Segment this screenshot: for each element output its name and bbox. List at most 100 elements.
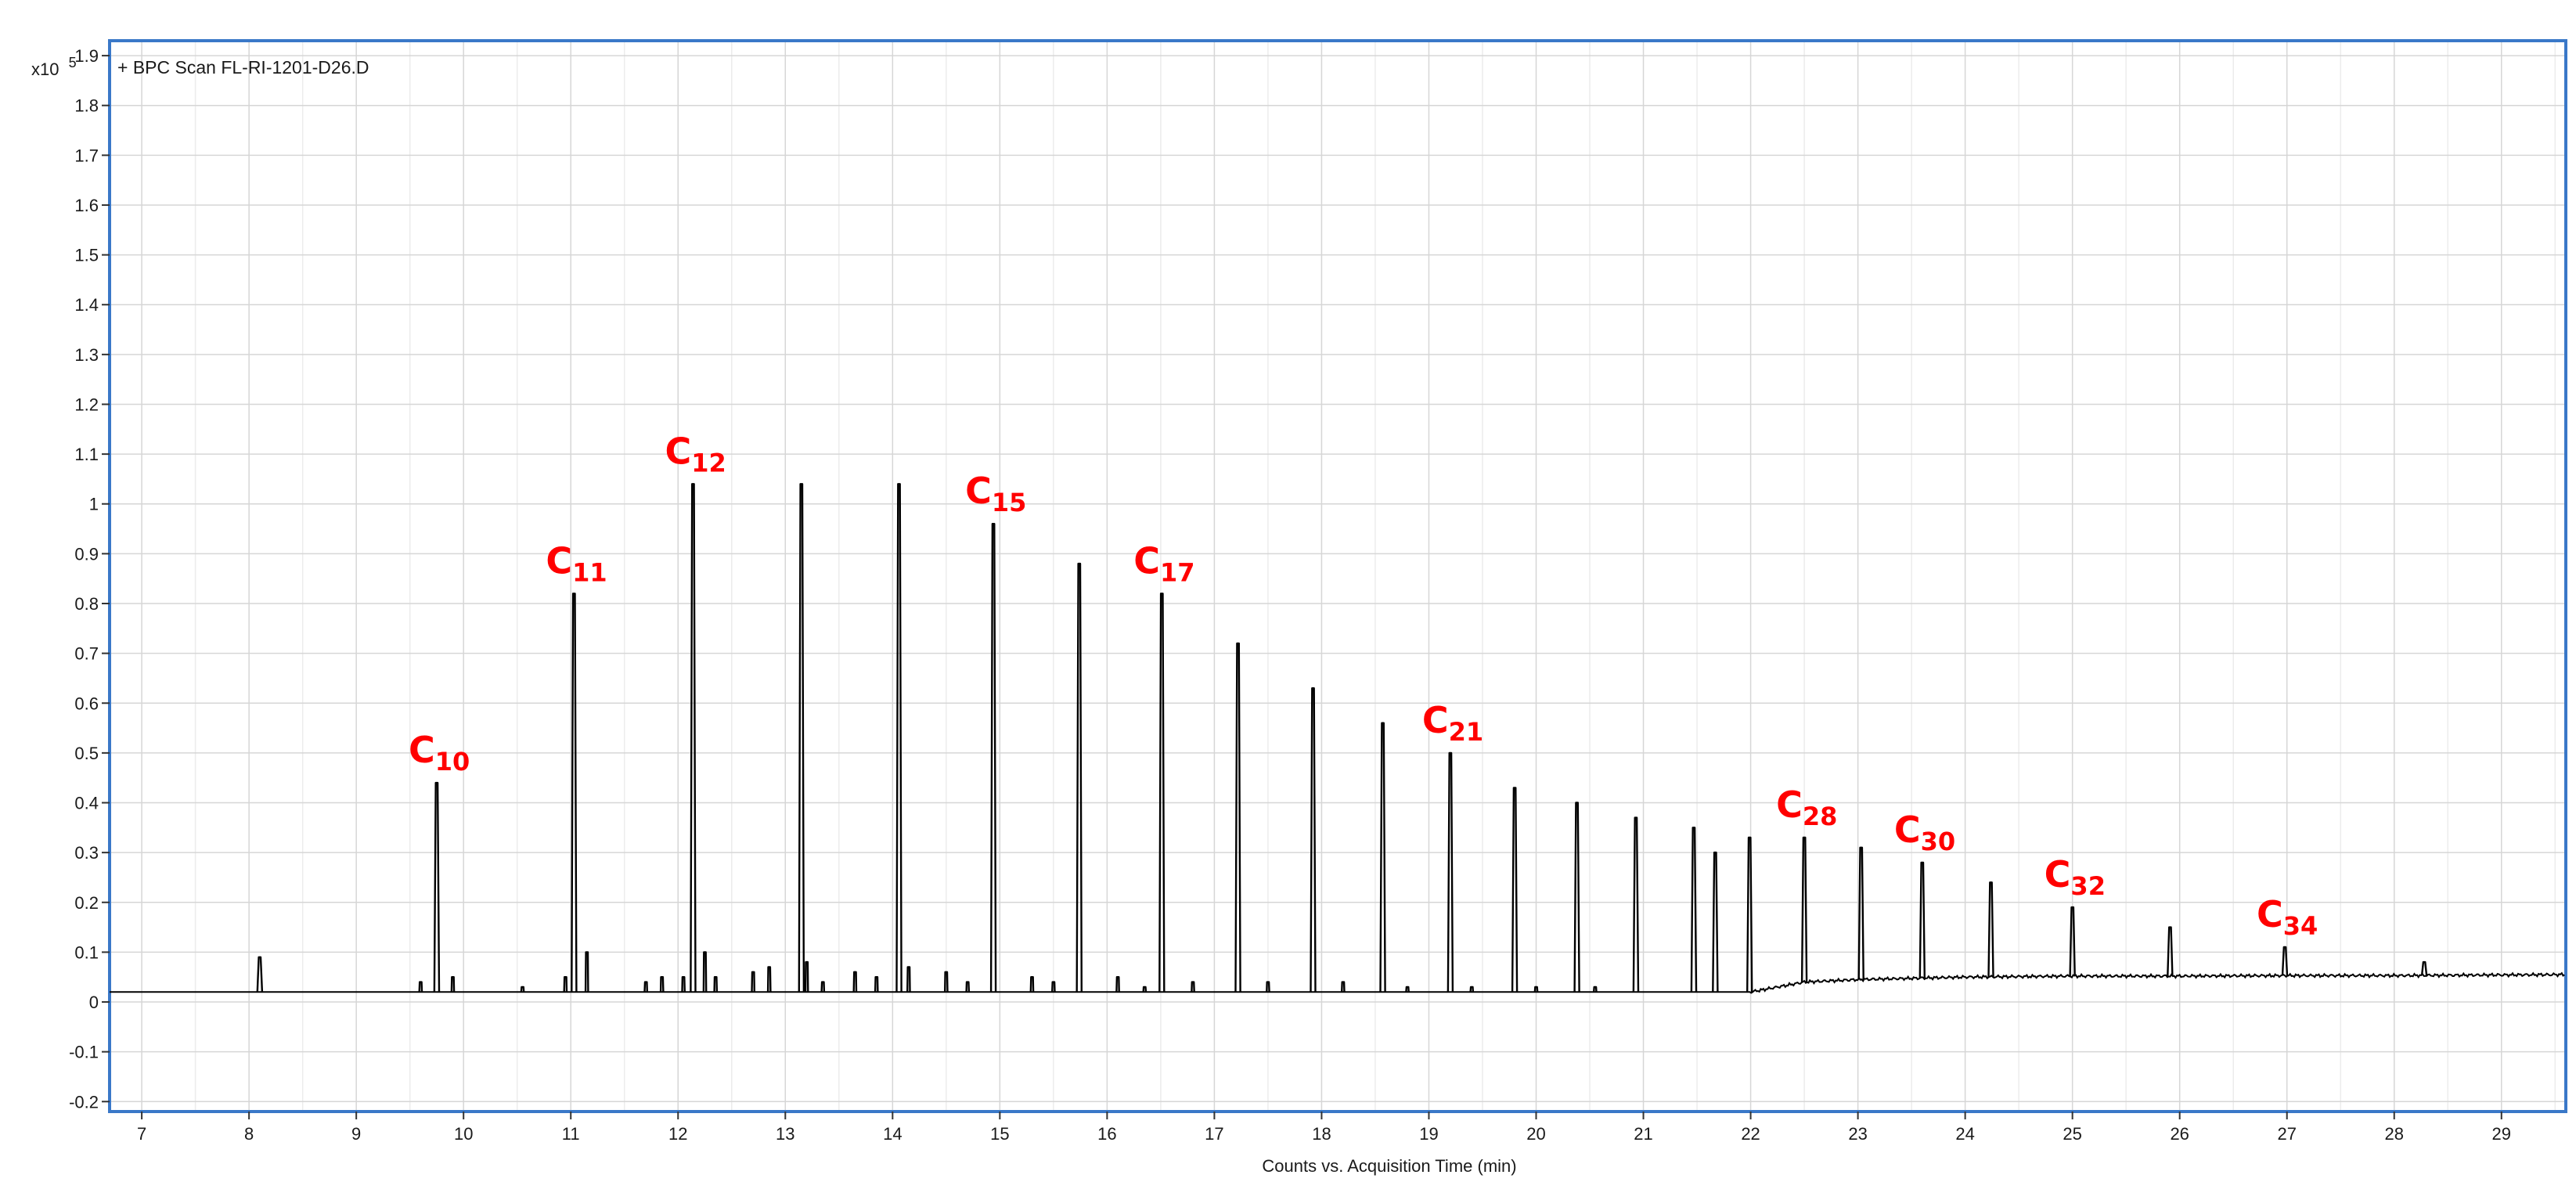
minor-peak — [1029, 976, 1035, 993]
peak — [690, 483, 697, 993]
y-tick-label: 1.7 — [74, 146, 99, 165]
minor-peak — [1266, 981, 1270, 993]
chart-title: + BPC Scan FL-RI-1201-D26.D — [117, 57, 369, 77]
y-tick-label: 1.9 — [74, 46, 99, 66]
minor-peak — [702, 951, 708, 993]
minor-peak — [1115, 976, 1120, 993]
minor-peak — [1593, 986, 1598, 993]
peak — [1800, 836, 1808, 982]
peak — [895, 483, 903, 993]
x-axis-title: Counts vs. Acquisition Time (min) — [1262, 1156, 1516, 1176]
peak — [1987, 881, 1994, 977]
peak — [1712, 851, 1719, 993]
peak — [2420, 960, 2428, 976]
peak — [1511, 787, 1519, 993]
minor-peak — [418, 981, 423, 993]
x-tick-label: 24 — [1955, 1124, 1974, 1144]
minor-peak — [520, 986, 525, 993]
y-tick-label: 1.4 — [74, 295, 99, 315]
peak-label: C17 — [1133, 539, 1194, 587]
y-tick-label: 0.4 — [74, 794, 99, 813]
peak — [1158, 593, 1166, 993]
x-tick-label: 13 — [776, 1124, 794, 1144]
minor-peak — [681, 976, 686, 993]
peak — [1690, 827, 1698, 993]
minor-peak — [874, 976, 879, 993]
minor-peak — [820, 981, 826, 993]
y-axis-multiplier: x10 5 — [31, 55, 77, 79]
y-tick-label: 1.3 — [74, 345, 99, 365]
peak-label: C28 — [1776, 784, 1837, 831]
minor-peak — [965, 981, 971, 993]
x-tick-label: 10 — [454, 1124, 473, 1144]
x-tick-label: 19 — [1419, 1124, 1438, 1144]
y-tick-label: 0 — [89, 993, 99, 1012]
peak-label: C34 — [2257, 893, 2318, 941]
minor-peak — [1469, 986, 1475, 993]
peak-label: C32 — [2045, 853, 2106, 901]
y-multiplier-exponent: 5 — [69, 55, 77, 70]
peak — [2069, 906, 2076, 976]
peak-label: C30 — [1894, 809, 1955, 856]
minor-peak — [906, 966, 911, 993]
y-tick-label: 0.8 — [74, 594, 99, 614]
peak — [571, 593, 578, 993]
peak — [2167, 926, 2174, 976]
y-tick-label: 1 — [89, 495, 99, 514]
y-tick-label: 0.6 — [74, 694, 99, 713]
trace-layer — [110, 483, 2565, 994]
peak-label: C12 — [665, 430, 726, 477]
baseline-trace — [110, 971, 2565, 994]
y-tick-label: 1.5 — [74, 246, 99, 265]
plot-frame — [108, 39, 2567, 1113]
x-tick-label: 26 — [2170, 1124, 2189, 1144]
x-tick-label: 28 — [2385, 1124, 2404, 1144]
x-tick-label: 9 — [351, 1124, 361, 1144]
peak — [1746, 836, 1753, 993]
minor-peak — [1051, 981, 1056, 993]
x-tick-label: 18 — [1312, 1124, 1331, 1144]
y-tick-label: -0.1 — [69, 1043, 99, 1062]
x-tick-label: 27 — [2277, 1124, 2296, 1144]
peak — [1379, 722, 1386, 993]
x-tick-label: 8 — [244, 1124, 254, 1144]
y-tick-label: 1.6 — [74, 196, 99, 215]
x-tick-label: 11 — [562, 1124, 580, 1144]
y-tick-label: 0.2 — [74, 893, 99, 913]
peak — [256, 956, 264, 993]
y-tick-label: 1.2 — [74, 395, 99, 414]
y-tick-label: 1.1 — [74, 445, 99, 464]
y-tick-label: 0.7 — [74, 644, 99, 664]
peak — [2281, 946, 2289, 976]
minor-peak — [852, 971, 858, 993]
peak — [433, 781, 441, 993]
minor-peak — [1142, 986, 1147, 993]
peak — [1573, 802, 1580, 993]
peak — [1857, 846, 1864, 980]
minor-peak — [1191, 981, 1195, 993]
y-tick-label: 0.9 — [74, 544, 99, 564]
minor-peak — [450, 976, 456, 993]
y-tick-label: 0.1 — [74, 942, 99, 962]
minor-peak — [1405, 986, 1410, 993]
minor-peak — [766, 966, 772, 993]
y-tick-label: 0.3 — [74, 843, 99, 863]
axes: -0.2 -0.1 0 0.1 0.2 0.3 0.4 0.5 0.6 0.7 0.8 0.9 1 1.1… — [69, 46, 2511, 1144]
y-multiplier-base: x10 — [31, 59, 59, 79]
peak — [1632, 816, 1640, 993]
peak — [1075, 562, 1083, 993]
peak-label: C11 — [546, 539, 607, 587]
minor-peak — [563, 976, 568, 993]
x-tick-label: 21 — [1634, 1124, 1652, 1144]
y-tick-label: 0.5 — [74, 744, 99, 763]
x-tick-label: 25 — [2063, 1124, 2081, 1144]
minor-peak — [643, 981, 648, 993]
x-tick-label: 22 — [1741, 1124, 1760, 1144]
minor-peak — [751, 971, 755, 993]
x-tick-label: 20 — [1526, 1124, 1545, 1144]
peak-label: C10 — [409, 729, 470, 777]
peak — [1234, 642, 1241, 993]
x-tick-label: 29 — [2492, 1124, 2511, 1144]
x-tick-label: 15 — [990, 1124, 1009, 1144]
